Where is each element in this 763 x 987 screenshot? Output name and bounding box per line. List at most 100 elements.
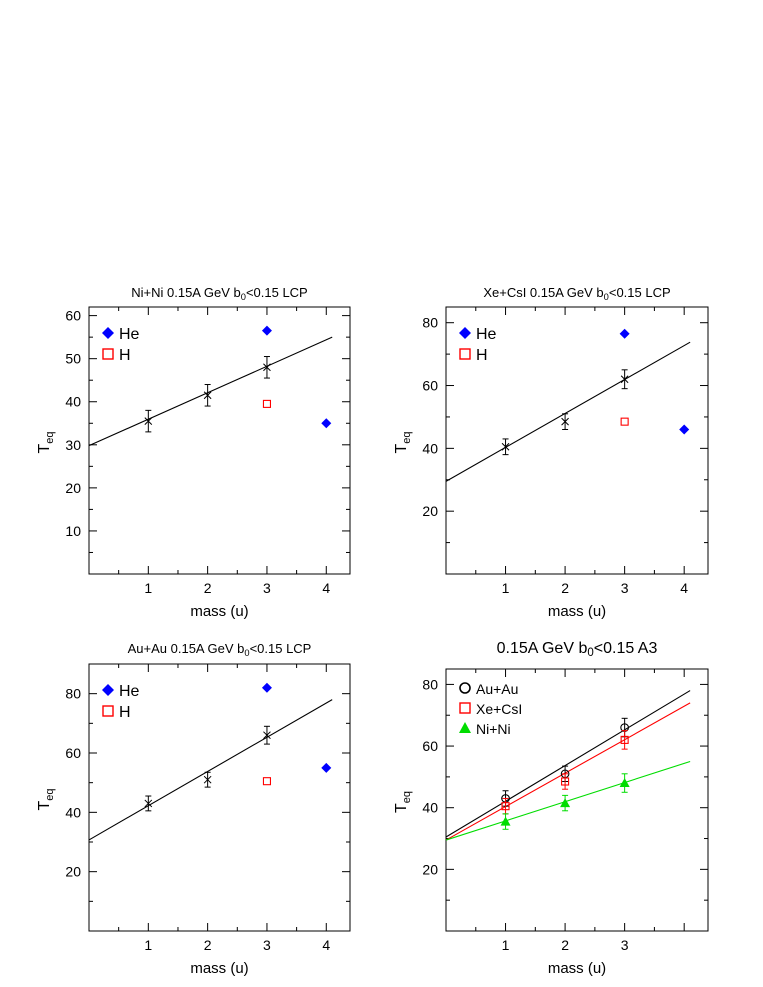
x-tick-label: 2: [561, 937, 569, 953]
chart-panel-4: 0.15A GeV b0<0.15 A3 1 2 3 20 40 60 80 mass (u) T…: [393, 640, 709, 977]
legend-marker: [102, 327, 114, 339]
chart-panel-3: Au+Au 0.15A GeV b0<0.15 LCP 1 2 3 4 20 40 60 80 m…: [36, 641, 351, 977]
y-tick-label: 60: [422, 738, 438, 754]
x-tick-label: 2: [204, 580, 212, 596]
x-tick-label: 2: [204, 937, 212, 953]
legend-label: He: [119, 326, 140, 343]
y-tick-label: 40: [422, 440, 438, 456]
data-point: [620, 417, 629, 426]
y-axis-label: Teq: [393, 791, 413, 813]
legend-label: He: [476, 326, 497, 343]
data-point: [144, 417, 153, 425]
data-point: [263, 363, 271, 372]
legend-label: He: [119, 683, 140, 700]
x-tick-label: 1: [502, 580, 510, 596]
x-tick-label: 4: [322, 937, 330, 953]
legend-marker: [459, 348, 471, 360]
legend-marker: [459, 327, 471, 339]
chart-title: Xe+CsI 0.15A GeV b0<0.15 LCP: [483, 285, 670, 302]
data-point: [144, 799, 153, 808]
legend-marker: [102, 705, 114, 717]
legend-label: Ni+Ni: [476, 721, 511, 737]
legend-marker: [459, 682, 471, 694]
y-tick-label: 40: [65, 804, 81, 820]
legend-label: H: [119, 704, 131, 721]
data-point: [500, 816, 511, 826]
data-point: [262, 777, 272, 786]
x-tick-label: 4: [680, 580, 688, 596]
fit-line: [445, 690, 691, 838]
y-tick-label: 60: [65, 308, 81, 324]
chart-panel-1: Ni+Ni 0.15A GeV b0<0.15 LCP 1 2 3 4 10 20 30 40 5…: [36, 285, 351, 620]
x-axis-label: mass (u): [548, 603, 606, 620]
data-point: [501, 802, 510, 811]
data-point: [620, 375, 629, 384]
data-point: [261, 325, 272, 336]
y-tick-label: 20: [422, 503, 438, 519]
fit-line: [88, 336, 333, 447]
x-axis-label: mass (u): [190, 960, 248, 977]
plot-frame: [445, 306, 709, 575]
y-tick-label: 80: [65, 686, 81, 702]
chart-title: 0.15A GeV b0<0.15 A3: [497, 640, 658, 659]
data-point: [679, 424, 690, 435]
data-point: [321, 762, 332, 773]
legend-label: H: [476, 347, 488, 364]
data-point: [203, 775, 212, 784]
legend-marker: [459, 722, 471, 733]
y-tick-label: 30: [65, 437, 81, 453]
data-point: [619, 328, 630, 339]
plot-frame: [88, 663, 351, 932]
x-tick-label: 3: [621, 580, 629, 596]
x-tick-label: 2: [561, 580, 569, 596]
x-tick-label: 3: [263, 580, 271, 596]
data-point: [560, 798, 571, 808]
y-tick-label: 20: [65, 864, 81, 880]
legend-label: Xe+CsI: [476, 701, 522, 717]
plot-frame: [445, 668, 709, 932]
fit-line: [445, 760, 691, 841]
legend-label: Au+Au: [476, 681, 518, 697]
data-point: [263, 731, 271, 740]
data-point: [321, 418, 332, 429]
data-point: [620, 735, 629, 744]
y-tick-label: 40: [422, 800, 438, 816]
data-point: [561, 777, 570, 786]
plot-frame: [88, 306, 351, 575]
x-tick-label: 3: [621, 937, 629, 953]
legend-marker: [459, 702, 471, 714]
fit-line: [88, 699, 333, 841]
chart-title: Ni+Ni 0.15A GeV b0<0.15 LCP: [131, 285, 307, 302]
x-axis-label: mass (u): [190, 603, 248, 620]
y-tick-label: 60: [65, 745, 81, 761]
y-tick-label: 20: [422, 861, 438, 877]
y-tick-label: 10: [65, 523, 81, 539]
data-point: [501, 442, 510, 451]
x-tick-label: 3: [263, 937, 271, 953]
y-tick-label: 20: [65, 480, 81, 496]
y-axis-label: Teq: [393, 431, 413, 453]
y-tick-label: 40: [65, 394, 81, 410]
x-axis-label: mass (u): [548, 960, 606, 977]
y-tick-label: 50: [65, 351, 81, 367]
legend-marker: [102, 684, 114, 696]
data-point: [203, 391, 212, 400]
legend-label: H: [119, 347, 131, 364]
data-point: [261, 682, 272, 693]
x-tick-label: 1: [502, 937, 510, 953]
chart-panel-2: Xe+CsI 0.15A GeV b0<0.15 LCP 1 2 3 4 20 40 60 80…: [393, 285, 709, 620]
y-axis-label: Teq: [36, 431, 56, 453]
y-tick-label: 80: [422, 315, 438, 331]
x-tick-label: 1: [144, 580, 152, 596]
y-tick-label: 60: [422, 378, 438, 394]
data-point: [561, 417, 569, 426]
x-tick-label: 4: [322, 580, 330, 596]
chart-title: Au+Au 0.15A GeV b0<0.15 LCP: [128, 641, 312, 658]
y-tick-label: 80: [422, 676, 438, 692]
y-axis-label: Teq: [36, 788, 56, 810]
x-tick-label: 1: [144, 937, 152, 953]
fit-line: [445, 341, 691, 482]
data-point: [619, 778, 630, 788]
data-point: [262, 399, 272, 408]
